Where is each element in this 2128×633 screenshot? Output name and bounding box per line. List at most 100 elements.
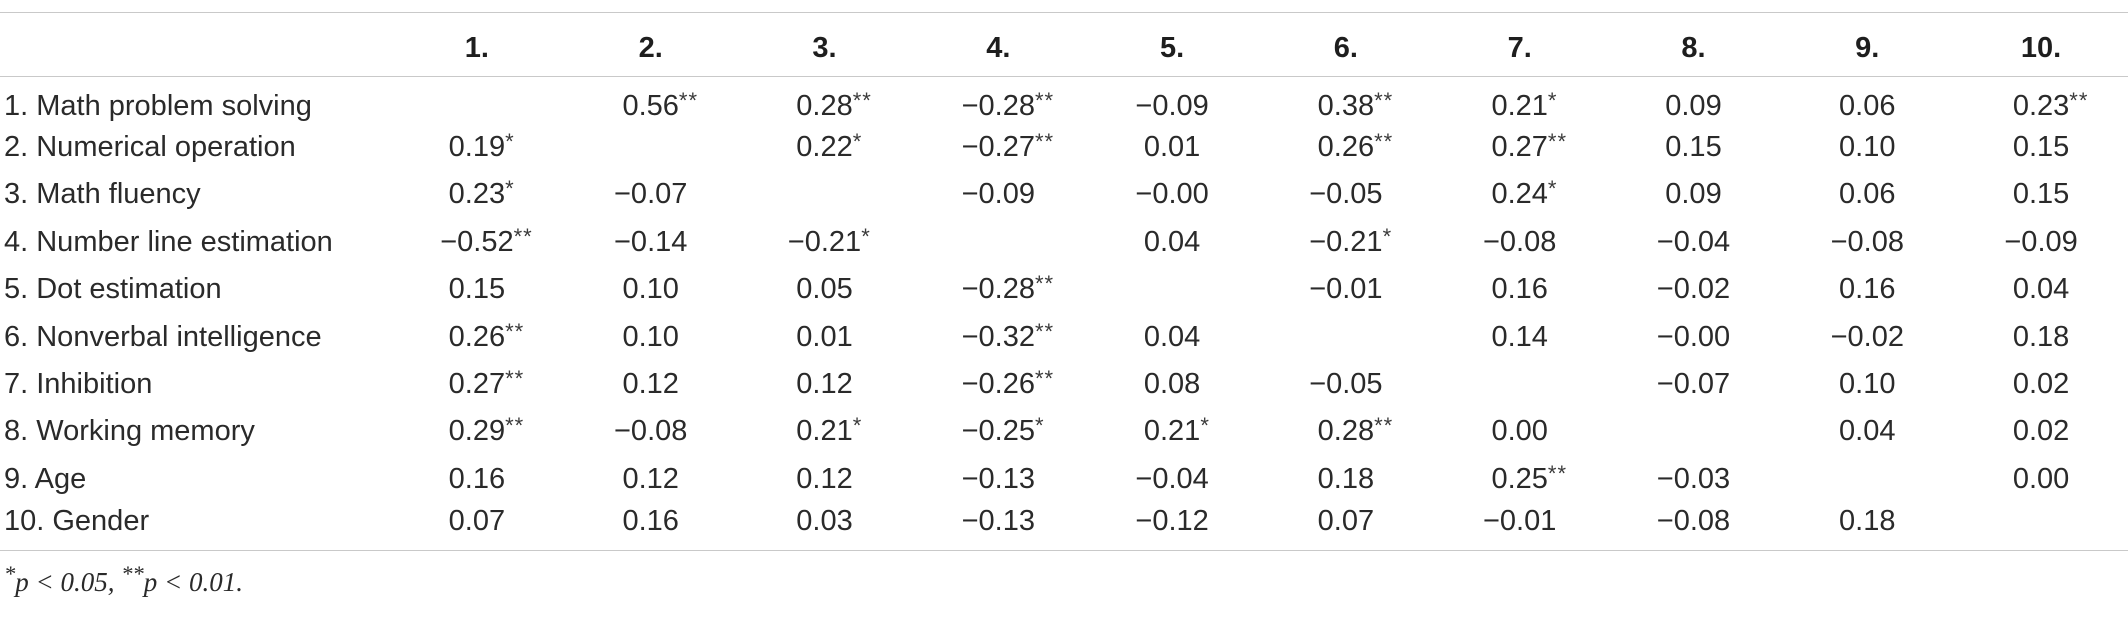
table-cell: 0.24 * [1433, 171, 1607, 218]
table-cell: 0.00 [1954, 456, 2128, 503]
table-cell [1433, 361, 1607, 408]
value-text: 0.04 [1839, 415, 1896, 448]
correlation-value: 0.15 [2013, 131, 2069, 164]
cell-content: −0.14 [564, 226, 738, 259]
cell-content: −0.07 [1607, 368, 1781, 401]
table-cell: 0.21 * [1433, 77, 1607, 124]
cell-content: −0.02 [1780, 321, 1954, 354]
cell-content: 0.10 [1780, 131, 1954, 164]
cell-content: 0.12 [564, 368, 738, 401]
correlation-value: 0.10 [1839, 368, 1895, 401]
value-text: 0.28 [1317, 415, 1375, 448]
value-text: 0.07 [1317, 504, 1375, 537]
cell-content [390, 90, 564, 123]
correlation-value: −0.08 [1657, 505, 1730, 538]
value-text: −0.08 [614, 415, 688, 448]
cell-content: 0.00 [1433, 415, 1607, 448]
cell-content: 0.21 * [1433, 87, 1607, 123]
table-cell: −0.07 [564, 171, 738, 218]
significance-marker: ** [1034, 366, 1055, 392]
table-cell: −0.26 ** [911, 361, 1085, 408]
correlation-value: −0.02 [1657, 273, 1730, 306]
table-cell: −0.28 ** [911, 266, 1085, 313]
value-text: −0.07 [1656, 368, 1731, 401]
significance-marker: * [1382, 223, 1393, 249]
cell-content [1780, 463, 1954, 496]
cell-content: 0.01 [1085, 131, 1259, 164]
table-cell: −0.05 [1259, 171, 1433, 218]
cell-content: 0.04 [1780, 415, 1954, 448]
value-text: −0.12 [1135, 504, 1209, 537]
value-text: 0.01 [1143, 131, 1201, 164]
cell-content: −0.08 [1780, 226, 1954, 259]
correlation-value: −0.08 [614, 415, 687, 448]
value-text: −0.05 [1309, 178, 1383, 211]
column-header: 8. [1606, 12, 1781, 77]
table-cell: 0.01 [1085, 124, 1259, 171]
table-cell: −0.14 [564, 219, 738, 266]
cell-content: 0.00 [1954, 463, 2128, 496]
table-cell: 0.22 * [738, 124, 912, 171]
table-cell: 0.03 [737, 503, 912, 551]
cell-content: 0.23 * [390, 176, 564, 211]
value-text: 0.12 [796, 368, 853, 401]
table-cell: −0.07 [1607, 361, 1781, 408]
correlation-value: 0.27 ** [1491, 129, 1566, 164]
cell-content [911, 226, 1085, 259]
cell-content: −0.28 ** [911, 271, 1085, 306]
table-cell: 0.29 ** [390, 408, 564, 455]
table-cell: 0.21 * [1085, 408, 1259, 455]
cell-content: 0.27 ** [1433, 129, 1607, 164]
value-text: 0.25 [1491, 462, 1548, 495]
value-text: 0.06 [1839, 89, 1896, 122]
table-cell: 0.06 [1780, 171, 1954, 218]
cell-content: 0.26 ** [1259, 129, 1433, 164]
table-cell: −0.00 [1085, 171, 1259, 218]
table-cell: 0.10 [1780, 124, 1954, 171]
cell-content: 0.28 ** [738, 88, 912, 123]
table-row: 1. Math problem solving 0.56 ** 0.28 ** −0.28… [0, 77, 2128, 124]
table-cell: 0.00 [1433, 408, 1607, 455]
correlation-value: −0.04 [1657, 226, 1730, 259]
table-cell: 0.56 ** [564, 77, 738, 124]
row-label: 4. Number line estimation [4, 225, 333, 258]
significance-marker: * [1547, 87, 1558, 113]
correlation-value: −0.03 [1657, 463, 1730, 496]
footnote-text-1: p < 0.05, [15, 566, 122, 597]
correlation-value: 0.29 ** [448, 413, 524, 448]
correlation-value: −0.09 [1135, 90, 1208, 123]
correlation-value: −0.09 [962, 178, 1035, 211]
cell-content: 0.25 ** [1433, 461, 1607, 496]
significance-marker: ** [505, 366, 525, 392]
cell-content: −0.08 [1607, 505, 1781, 538]
cell-content: 0.12 [738, 463, 912, 496]
cell-content: 0.16 [1780, 273, 1954, 306]
table-cell: −0.12 [1085, 503, 1259, 551]
correlation-value: 0.06 [1839, 90, 1895, 123]
table-cell: 0.15 [1607, 124, 1781, 171]
table-cell: 0.26 ** [1259, 124, 1433, 171]
value-text: 0.56 [622, 89, 679, 122]
value-text: −0.05 [1309, 368, 1383, 401]
value-text: 0.04 [1143, 225, 1201, 258]
cell-content: 0.06 [1780, 90, 1954, 123]
table-row: 4. Number line estimation −0.52 ** −0.14 −0.… [0, 219, 2128, 266]
table-cell: −0.05 [1259, 361, 1433, 408]
table-cell: 0.19 * [390, 124, 564, 171]
cell-content: −0.03 [1607, 463, 1781, 496]
table-cell: 0.04 [1085, 219, 1259, 266]
value-text: −0.21 [787, 225, 862, 258]
significance-marker: ** [505, 413, 525, 439]
table-row: 2. Numerical operation 0.19 * 0.22 * −0.27 ** 0… [0, 124, 2128, 171]
cell-content: 0.23 ** [1954, 88, 2128, 123]
table-cell: −0.00 [1607, 313, 1781, 360]
significance-marker: * [1547, 176, 1558, 202]
correlation-value: −0.28 ** [962, 271, 1054, 306]
value-text: 0.29 [448, 415, 506, 448]
column-header: 6. [1258, 12, 1433, 77]
correlation-value: 0.06 [1839, 178, 1895, 211]
cell-content: 0.15 [1607, 131, 1781, 164]
significance-marker: ** [1374, 413, 1394, 439]
table-cell: −0.08 [564, 408, 738, 455]
table-cell: 0.23 ** [1954, 77, 2128, 124]
